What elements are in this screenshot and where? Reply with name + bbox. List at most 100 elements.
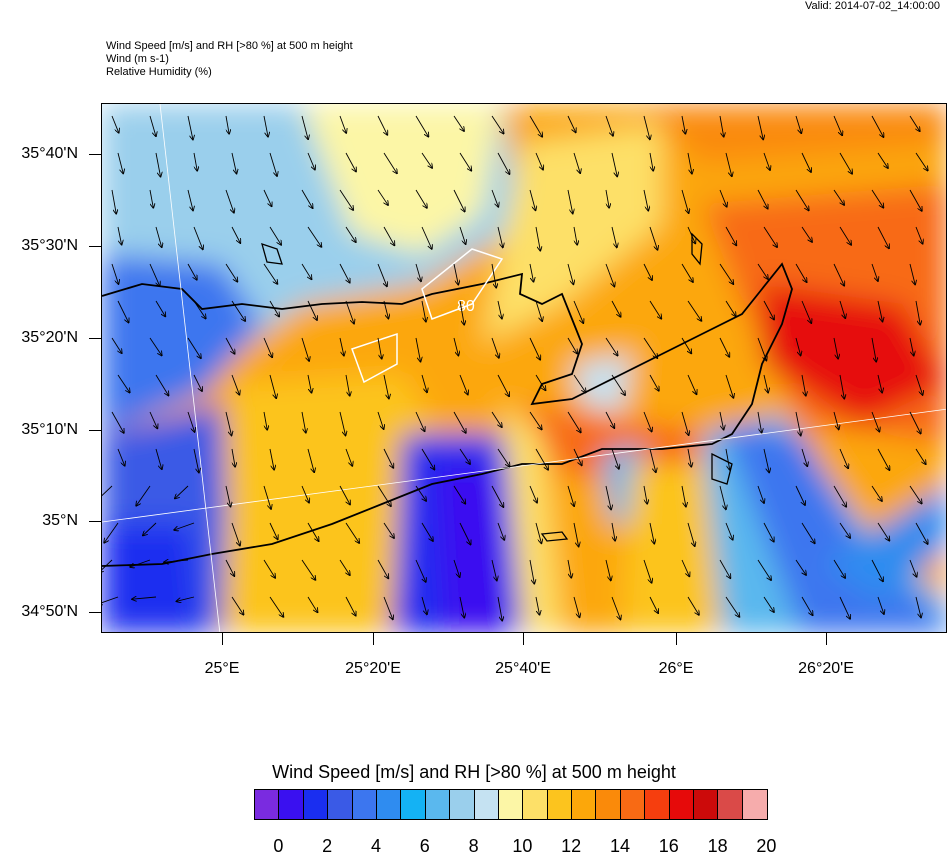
wind-arrow (459, 522, 471, 545)
wind-arrow (871, 263, 878, 281)
wind-arrow (193, 374, 202, 391)
wind-arrow (611, 300, 621, 317)
wind-arrow (833, 263, 844, 286)
wind-arrow (497, 374, 509, 396)
wind-arrow (491, 337, 499, 358)
rh-contour-label: 80 (457, 298, 475, 315)
wind-arrow (377, 411, 384, 429)
wind-arrow (491, 115, 504, 134)
legend-swatch (572, 790, 597, 819)
wind-arrow (871, 411, 879, 432)
lon-label: 26°E (658, 660, 694, 677)
wind-arrow (801, 300, 811, 323)
wind-arrow (681, 411, 689, 435)
wind-arrow (795, 337, 801, 355)
wind-arrow (149, 337, 162, 355)
wind-arrow (795, 263, 807, 282)
wind-arrow (453, 189, 465, 212)
wind-arrow (801, 374, 806, 396)
wind-arrow (231, 300, 245, 321)
wind-arrow (611, 226, 617, 247)
wind-arrow (497, 226, 503, 247)
wind-arrow (132, 597, 157, 599)
lon-tick (222, 633, 223, 645)
wind-arrow (839, 374, 844, 399)
wind-arrow (345, 596, 356, 616)
wind-arrow (225, 337, 235, 354)
wind-arrow (687, 596, 699, 615)
wind-arrow (871, 559, 883, 581)
wind-arrow (269, 300, 279, 317)
legend-label: 12 (561, 836, 582, 856)
wind-arrow (187, 411, 195, 432)
wind-arrow (453, 263, 458, 285)
wind-arrow (459, 152, 471, 171)
wind-arrow (307, 300, 317, 320)
wind-arrow (833, 189, 844, 205)
wind-arrow (497, 448, 510, 467)
wind-arrow (269, 152, 277, 176)
wind-arrow (111, 337, 122, 353)
wind-arrow (649, 152, 653, 171)
wind-arrow (345, 226, 356, 242)
wind-arrow (415, 189, 427, 208)
wind-arrow (383, 226, 394, 245)
wind-arrow (725, 152, 732, 176)
wind-arrow (567, 337, 577, 354)
wind-arrow (795, 559, 806, 575)
wind-arrow (605, 337, 618, 356)
wind-arrow (301, 115, 308, 139)
wind-arrow (339, 411, 346, 435)
wind-arrow (567, 485, 574, 506)
wind-arrow (643, 337, 657, 358)
legend-label: 8 (468, 836, 479, 856)
wind-arrow (497, 152, 510, 174)
wind-arrow (231, 374, 239, 395)
wind-arrow (535, 300, 542, 321)
wind-arrow (225, 411, 232, 435)
wind-arrow (164, 560, 189, 562)
wind-arrow (307, 226, 321, 247)
wind-arrow (909, 189, 922, 211)
wind-arrow (307, 596, 318, 612)
legend-swatch (694, 790, 719, 819)
wind-arrow (263, 485, 271, 509)
wind-arrow (605, 115, 613, 136)
wind-arrow (529, 115, 542, 137)
wind-arrow (155, 226, 162, 247)
wind-arrow (497, 596, 502, 621)
wind-arrow (871, 485, 882, 501)
wind-arrow (611, 374, 625, 395)
legend-swatch (498, 790, 524, 819)
wind-arrow (725, 522, 733, 540)
wind-arrow (117, 152, 123, 173)
wind-arrow (915, 300, 920, 325)
lon-label: 25°40'E (495, 660, 551, 677)
wind-arrow (567, 115, 576, 132)
wind-arrow (415, 263, 421, 281)
lat-label: 35°N (42, 512, 78, 529)
lon-tick (523, 633, 524, 645)
wind-arrow (877, 596, 884, 614)
wind-arrow (377, 337, 382, 359)
wind-arrow (681, 189, 689, 213)
wind-arrow (725, 226, 736, 245)
wind-arrow (269, 226, 281, 245)
legend-swatch (401, 790, 426, 819)
wind-arrow (567, 411, 581, 432)
wind-arrow (871, 115, 884, 137)
wind-arrow (725, 374, 733, 398)
wind-arrow (421, 522, 433, 541)
legend-swatch (620, 790, 646, 819)
wind-arrow (155, 448, 162, 469)
wind-arrow (415, 485, 426, 501)
wind-arrow (567, 263, 573, 284)
wind-arrow (269, 448, 274, 470)
wind-arrow (801, 226, 812, 242)
wind-arrow (649, 522, 654, 544)
legend-swatch (523, 790, 548, 819)
wind-arrow (459, 596, 464, 618)
lon-label: 25°E (204, 660, 240, 677)
wind-arrow (111, 115, 119, 133)
legend-swatch (328, 790, 353, 819)
